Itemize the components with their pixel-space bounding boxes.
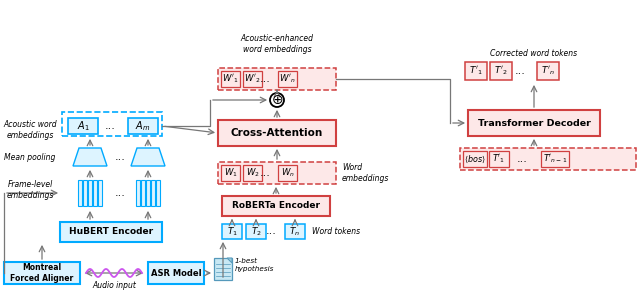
Text: $\langle bos\rangle$: $\langle bos\rangle$ <box>464 153 486 165</box>
Bar <box>62 112 162 136</box>
Bar <box>4 262 80 284</box>
Bar <box>128 118 158 134</box>
Text: $A_m$: $A_m$ <box>135 119 150 133</box>
Text: RoBERTa Encoder: RoBERTa Encoder <box>232 202 320 211</box>
Text: Frame-level
embeddings: Frame-level embeddings <box>6 180 54 200</box>
Text: ...: ... <box>260 168 271 178</box>
Bar <box>83 180 87 206</box>
Text: ASR Model: ASR Model <box>150 268 202 278</box>
Bar <box>136 180 140 206</box>
Text: ...: ... <box>266 226 276 236</box>
Bar <box>60 222 162 242</box>
Text: $T'_{n-1}$: $T'_{n-1}$ <box>543 153 567 165</box>
Text: Acoustic-enhanced
word embeddings: Acoustic-enhanced word embeddings <box>241 34 314 54</box>
Bar <box>99 180 102 206</box>
Bar <box>146 180 150 206</box>
Bar <box>460 148 636 170</box>
Circle shape <box>270 93 284 107</box>
Text: $T_n$: $T_n$ <box>289 225 301 238</box>
Bar <box>285 224 305 239</box>
Bar <box>148 262 204 284</box>
Text: $T'_1$: $T'_1$ <box>469 65 483 77</box>
Text: Cross-Attention: Cross-Attention <box>231 128 323 138</box>
Text: ...: ... <box>516 154 527 164</box>
Text: Word
embeddings: Word embeddings <box>342 163 389 183</box>
Bar <box>218 120 336 146</box>
Polygon shape <box>73 148 107 166</box>
Bar <box>68 118 98 134</box>
Bar <box>156 180 161 206</box>
Bar <box>218 68 336 90</box>
Text: ...: ... <box>115 188 125 198</box>
Text: $\oplus$: $\oplus$ <box>271 93 283 107</box>
Polygon shape <box>131 148 165 166</box>
Text: Transformer Decoder: Transformer Decoder <box>477 118 591 127</box>
Text: Acoustic word
embeddings: Acoustic word embeddings <box>3 120 57 140</box>
Bar <box>490 62 512 80</box>
Bar <box>221 71 240 87</box>
Text: $T'_2$: $T'_2$ <box>494 65 508 77</box>
Text: ...: ... <box>515 66 525 76</box>
Bar <box>214 258 232 280</box>
Text: ...: ... <box>104 121 115 131</box>
Text: 1-best
hypothesis: 1-best hypothesis <box>235 258 275 272</box>
Text: Mean pooling: Mean pooling <box>4 154 56 163</box>
Bar <box>246 224 266 239</box>
Bar <box>218 162 336 184</box>
Text: Montreal
Forced Aligner: Montreal Forced Aligner <box>10 263 74 283</box>
Bar <box>222 224 242 239</box>
Text: $W'_1$: $W'_1$ <box>222 73 239 85</box>
Text: $T'_1$: $T'_1$ <box>492 153 506 165</box>
Bar <box>465 62 487 80</box>
Bar <box>489 151 509 167</box>
Bar <box>537 62 559 80</box>
Bar <box>278 165 297 181</box>
Bar <box>77 180 82 206</box>
Bar <box>93 180 97 206</box>
Text: Corrected word tokens: Corrected word tokens <box>490 50 577 58</box>
Text: Audio input: Audio input <box>92 280 136 290</box>
Bar <box>468 110 600 136</box>
Bar <box>88 180 92 206</box>
Text: ...: ... <box>115 152 125 162</box>
Text: $T_2$: $T_2$ <box>250 225 262 238</box>
Bar <box>222 196 330 216</box>
Text: ...: ... <box>260 74 271 84</box>
Text: $W_n$: $W_n$ <box>280 167 294 179</box>
Bar <box>541 151 569 167</box>
Bar <box>151 180 155 206</box>
Text: $T'_n$: $T'_n$ <box>541 65 555 77</box>
Text: $W'_2$: $W'_2$ <box>244 73 260 85</box>
Polygon shape <box>227 258 232 263</box>
Bar <box>243 71 262 87</box>
Bar <box>243 165 262 181</box>
Bar <box>141 180 145 206</box>
Text: $A_1$: $A_1$ <box>77 119 90 133</box>
Text: $T_1$: $T_1$ <box>227 225 237 238</box>
Bar <box>278 71 297 87</box>
Text: $W_2$: $W_2$ <box>246 167 259 179</box>
Bar <box>463 151 487 167</box>
Text: Word tokens: Word tokens <box>312 227 360 236</box>
Bar <box>221 165 240 181</box>
Text: $W_1$: $W_1$ <box>223 167 237 179</box>
Text: HuBERT Encoder: HuBERT Encoder <box>69 227 153 236</box>
Text: $W'_n$: $W'_n$ <box>279 73 296 85</box>
